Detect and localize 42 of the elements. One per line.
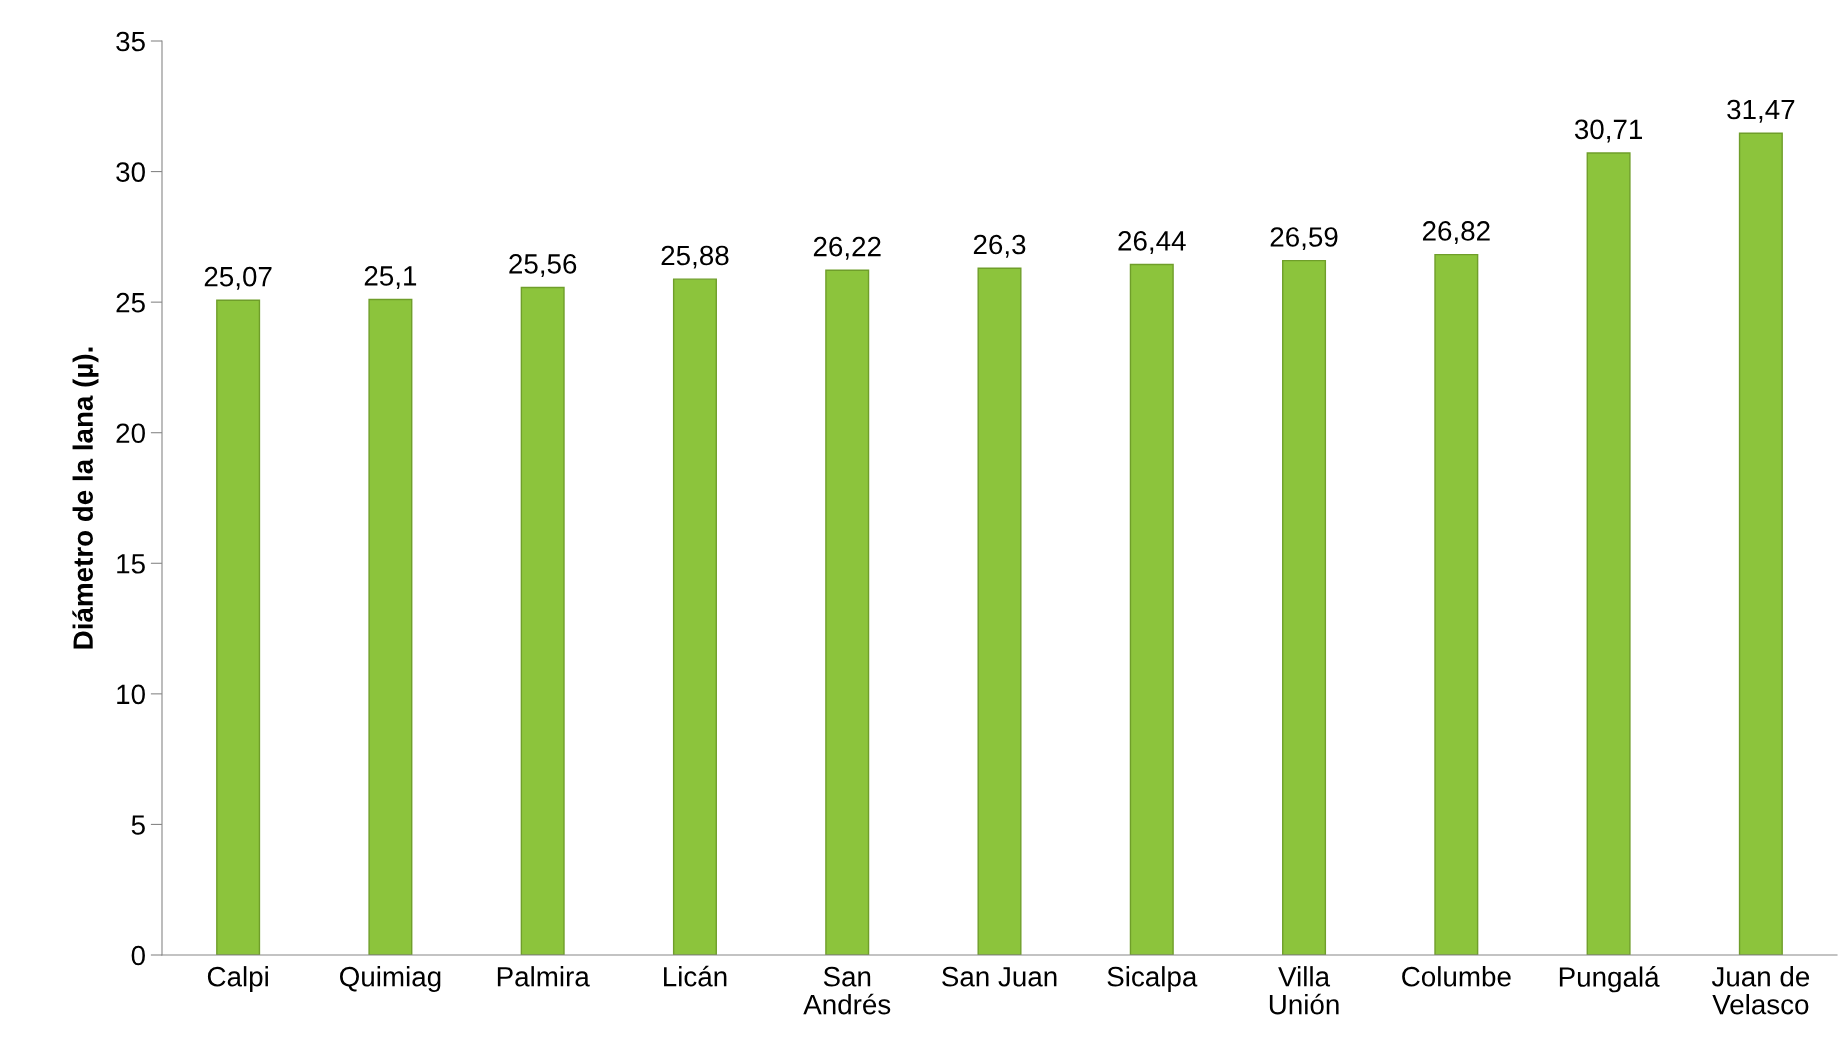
x-tick-label: Columbe bbox=[1402, 966, 1511, 987]
x-tick-label: San Juan bbox=[942, 966, 1057, 987]
bar bbox=[1586, 152, 1631, 955]
x-tick-label: Villa Unión bbox=[1269, 966, 1339, 1015]
x-tick-label: Juan de Velasco bbox=[1711, 966, 1810, 1015]
bar bbox=[216, 299, 261, 955]
bar bbox=[520, 286, 565, 955]
y-tick-label: 35 bbox=[116, 31, 145, 52]
y-tick-label: 15 bbox=[117, 554, 145, 574]
data-label: 25,88 bbox=[661, 245, 729, 269]
x-tick-label: Palmira bbox=[497, 966, 590, 987]
bar bbox=[1434, 253, 1479, 955]
bar bbox=[977, 267, 1022, 955]
y-tick-label: 30 bbox=[116, 162, 145, 182]
data-label: 25,07 bbox=[204, 266, 272, 290]
data-label: 26,59 bbox=[1270, 227, 1338, 251]
x-tick-label: Calpi bbox=[207, 966, 268, 993]
y-axis-title: Diámetro de la lana (µ). bbox=[72, 347, 99, 649]
x-tick-label: Sicalpa bbox=[1107, 966, 1198, 993]
x-tick-label: Pungalá bbox=[1559, 966, 1660, 993]
x-tick-label: San Andrés bbox=[803, 966, 891, 1015]
bar bbox=[1282, 259, 1327, 955]
bar bbox=[1129, 263, 1174, 955]
y-tick-label: 0 bbox=[131, 945, 145, 966]
data-label: 25,56 bbox=[509, 254, 577, 277]
data-label: 30,71 bbox=[1574, 119, 1642, 143]
data-label: 26,3 bbox=[973, 234, 1026, 258]
bar bbox=[1738, 132, 1783, 955]
bar bbox=[672, 278, 717, 955]
bar bbox=[825, 269, 870, 955]
x-tick-label: Quimiag bbox=[340, 966, 441, 993]
data-label: 26,22 bbox=[813, 236, 881, 260]
x-tick-label: Licán bbox=[664, 965, 727, 987]
data-label: 25,1 bbox=[364, 266, 417, 289]
data-label: 31,47 bbox=[1727, 99, 1795, 123]
bar bbox=[368, 298, 413, 955]
data-label: 26,44 bbox=[1118, 231, 1186, 254]
y-tick-label: 10 bbox=[117, 684, 145, 705]
y-tick-label: 25 bbox=[116, 292, 145, 313]
y-tick-label: 5 bbox=[131, 815, 145, 835]
data-label: 26,82 bbox=[1422, 221, 1490, 245]
y-tick-label: 20 bbox=[116, 423, 145, 444]
